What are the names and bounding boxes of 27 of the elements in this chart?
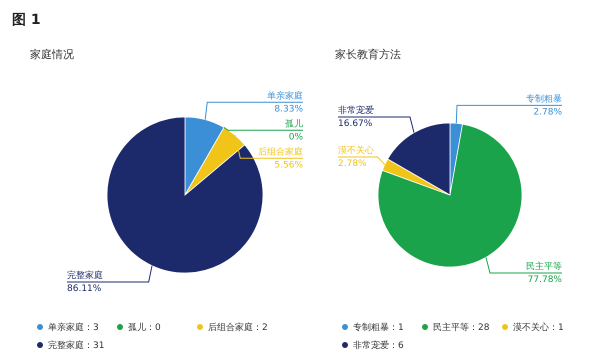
text: 完整家庭：31 (48, 340, 104, 351)
slice-label: 单亲家庭 (267, 90, 303, 102)
text: 非常宠爱：6 (353, 340, 404, 351)
slice-label: 民主平等 (526, 260, 562, 272)
category-label: 孤儿 (285, 119, 303, 130)
slice-label: 后组合家庭 (258, 146, 303, 158)
text: 民主平等：28 (433, 322, 490, 333)
slice-label: 专制粗暴 (526, 93, 562, 104)
data-label: 77.78% (528, 274, 562, 285)
slice-label: 完整家庭 (67, 270, 103, 282)
text: 0% (288, 132, 303, 142)
data-label: 2.78% (533, 107, 562, 118)
slice-label: 非常宠爱 (338, 105, 374, 116)
data-label: 16.67% (338, 119, 373, 130)
data-label: 86.11% (67, 284, 102, 294)
data-label: 8.33% (274, 104, 304, 114)
text: 漠不关心：1 (513, 322, 564, 333)
text: 单亲家庭：3 (48, 322, 99, 333)
chart-title: 家长教育方法 (335, 48, 401, 61)
text: 专制粗暴：1 (353, 322, 404, 333)
slice-label: 漠不关心 (338, 144, 374, 156)
text: 后组合家庭：2 (208, 322, 268, 333)
chart-title: 家庭情况 (30, 48, 74, 61)
text: 孤儿：0 (128, 322, 161, 333)
caption: 图 1 (12, 12, 41, 28)
data-label: 5.56% (274, 160, 304, 170)
data-label: 2.78% (338, 158, 368, 169)
